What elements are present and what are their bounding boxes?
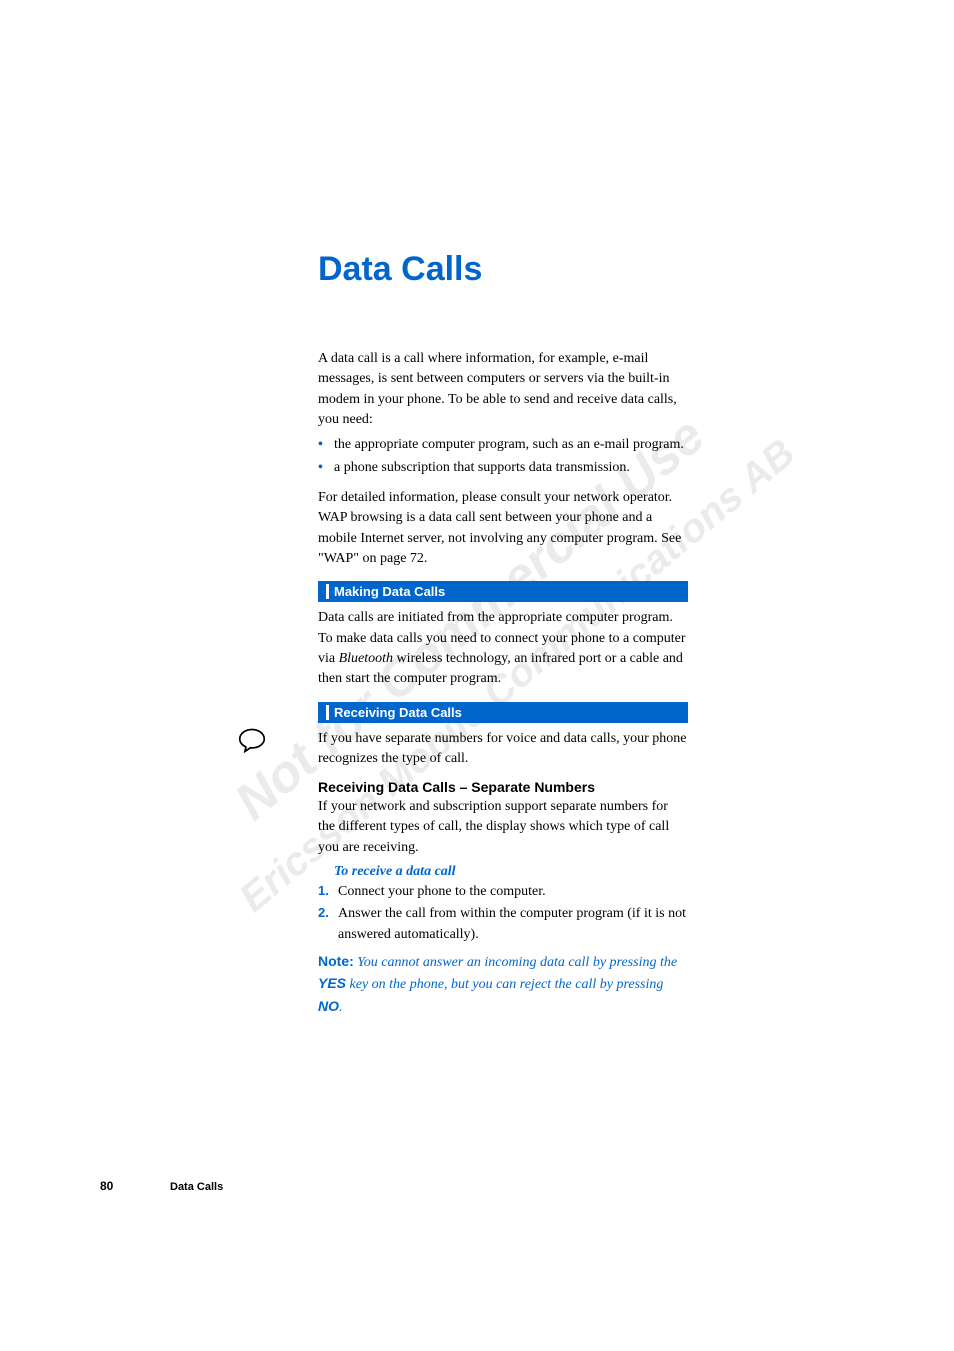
procedure-steps: 1. Connect your phone to the computer. 2…: [318, 882, 688, 945]
section-bar-label: Receiving Data Calls: [326, 705, 462, 720]
page-footer: 80 Data Calls: [100, 1179, 800, 1193]
list-item: 1. Connect your phone to the computer.: [318, 882, 688, 902]
subhead-separate-numbers: Receiving Data Calls – Separate Numbers: [318, 779, 688, 795]
step-text: Connect your phone to the computer.: [338, 882, 546, 902]
step-number: 2.: [318, 904, 338, 945]
intro-paragraph: A data call is a call where information,…: [318, 349, 688, 430]
chapter-title: Data Calls: [318, 250, 688, 289]
note-label: Note:: [318, 953, 354, 969]
procedure-title: To receive a data call: [334, 864, 688, 880]
list-item: 2. Answer the call from within the compu…: [318, 904, 688, 945]
bullet-icon: •: [318, 457, 334, 478]
intro-bullet-list: • the appropriate computer program, such…: [318, 434, 688, 478]
step-number: 1.: [318, 882, 338, 902]
note: Note: You cannot answer an incoming data…: [318, 951, 688, 1018]
step-text: Answer the call from within the computer…: [338, 904, 688, 945]
running-head: Data Calls: [170, 1181, 223, 1193]
list-item: • the appropriate computer program, such…: [318, 434, 688, 455]
intro-paragraph-2: For detailed information, please consult…: [318, 488, 688, 569]
receiving-paragraph: If you have separate numbers for voice a…: [318, 729, 688, 770]
section-bar-receiving: Receiving Data Calls: [318, 702, 688, 723]
list-item: • a phone subscription that supports dat…: [318, 457, 688, 478]
bullet-text: a phone subscription that supports data …: [334, 457, 630, 478]
bullet-text: the appropriate computer program, such a…: [334, 434, 684, 455]
page-number: 80: [100, 1179, 170, 1193]
section-bar-label: Making Data Calls: [326, 584, 445, 599]
section-bar-making: Making Data Calls: [318, 581, 688, 602]
bullet-icon: •: [318, 434, 334, 455]
making-paragraph: Data calls are initiated from the approp…: [318, 608, 688, 689]
speech-bubble-icon: [238, 726, 266, 754]
receiving-sub-paragraph: If your network and subscription support…: [318, 797, 688, 858]
